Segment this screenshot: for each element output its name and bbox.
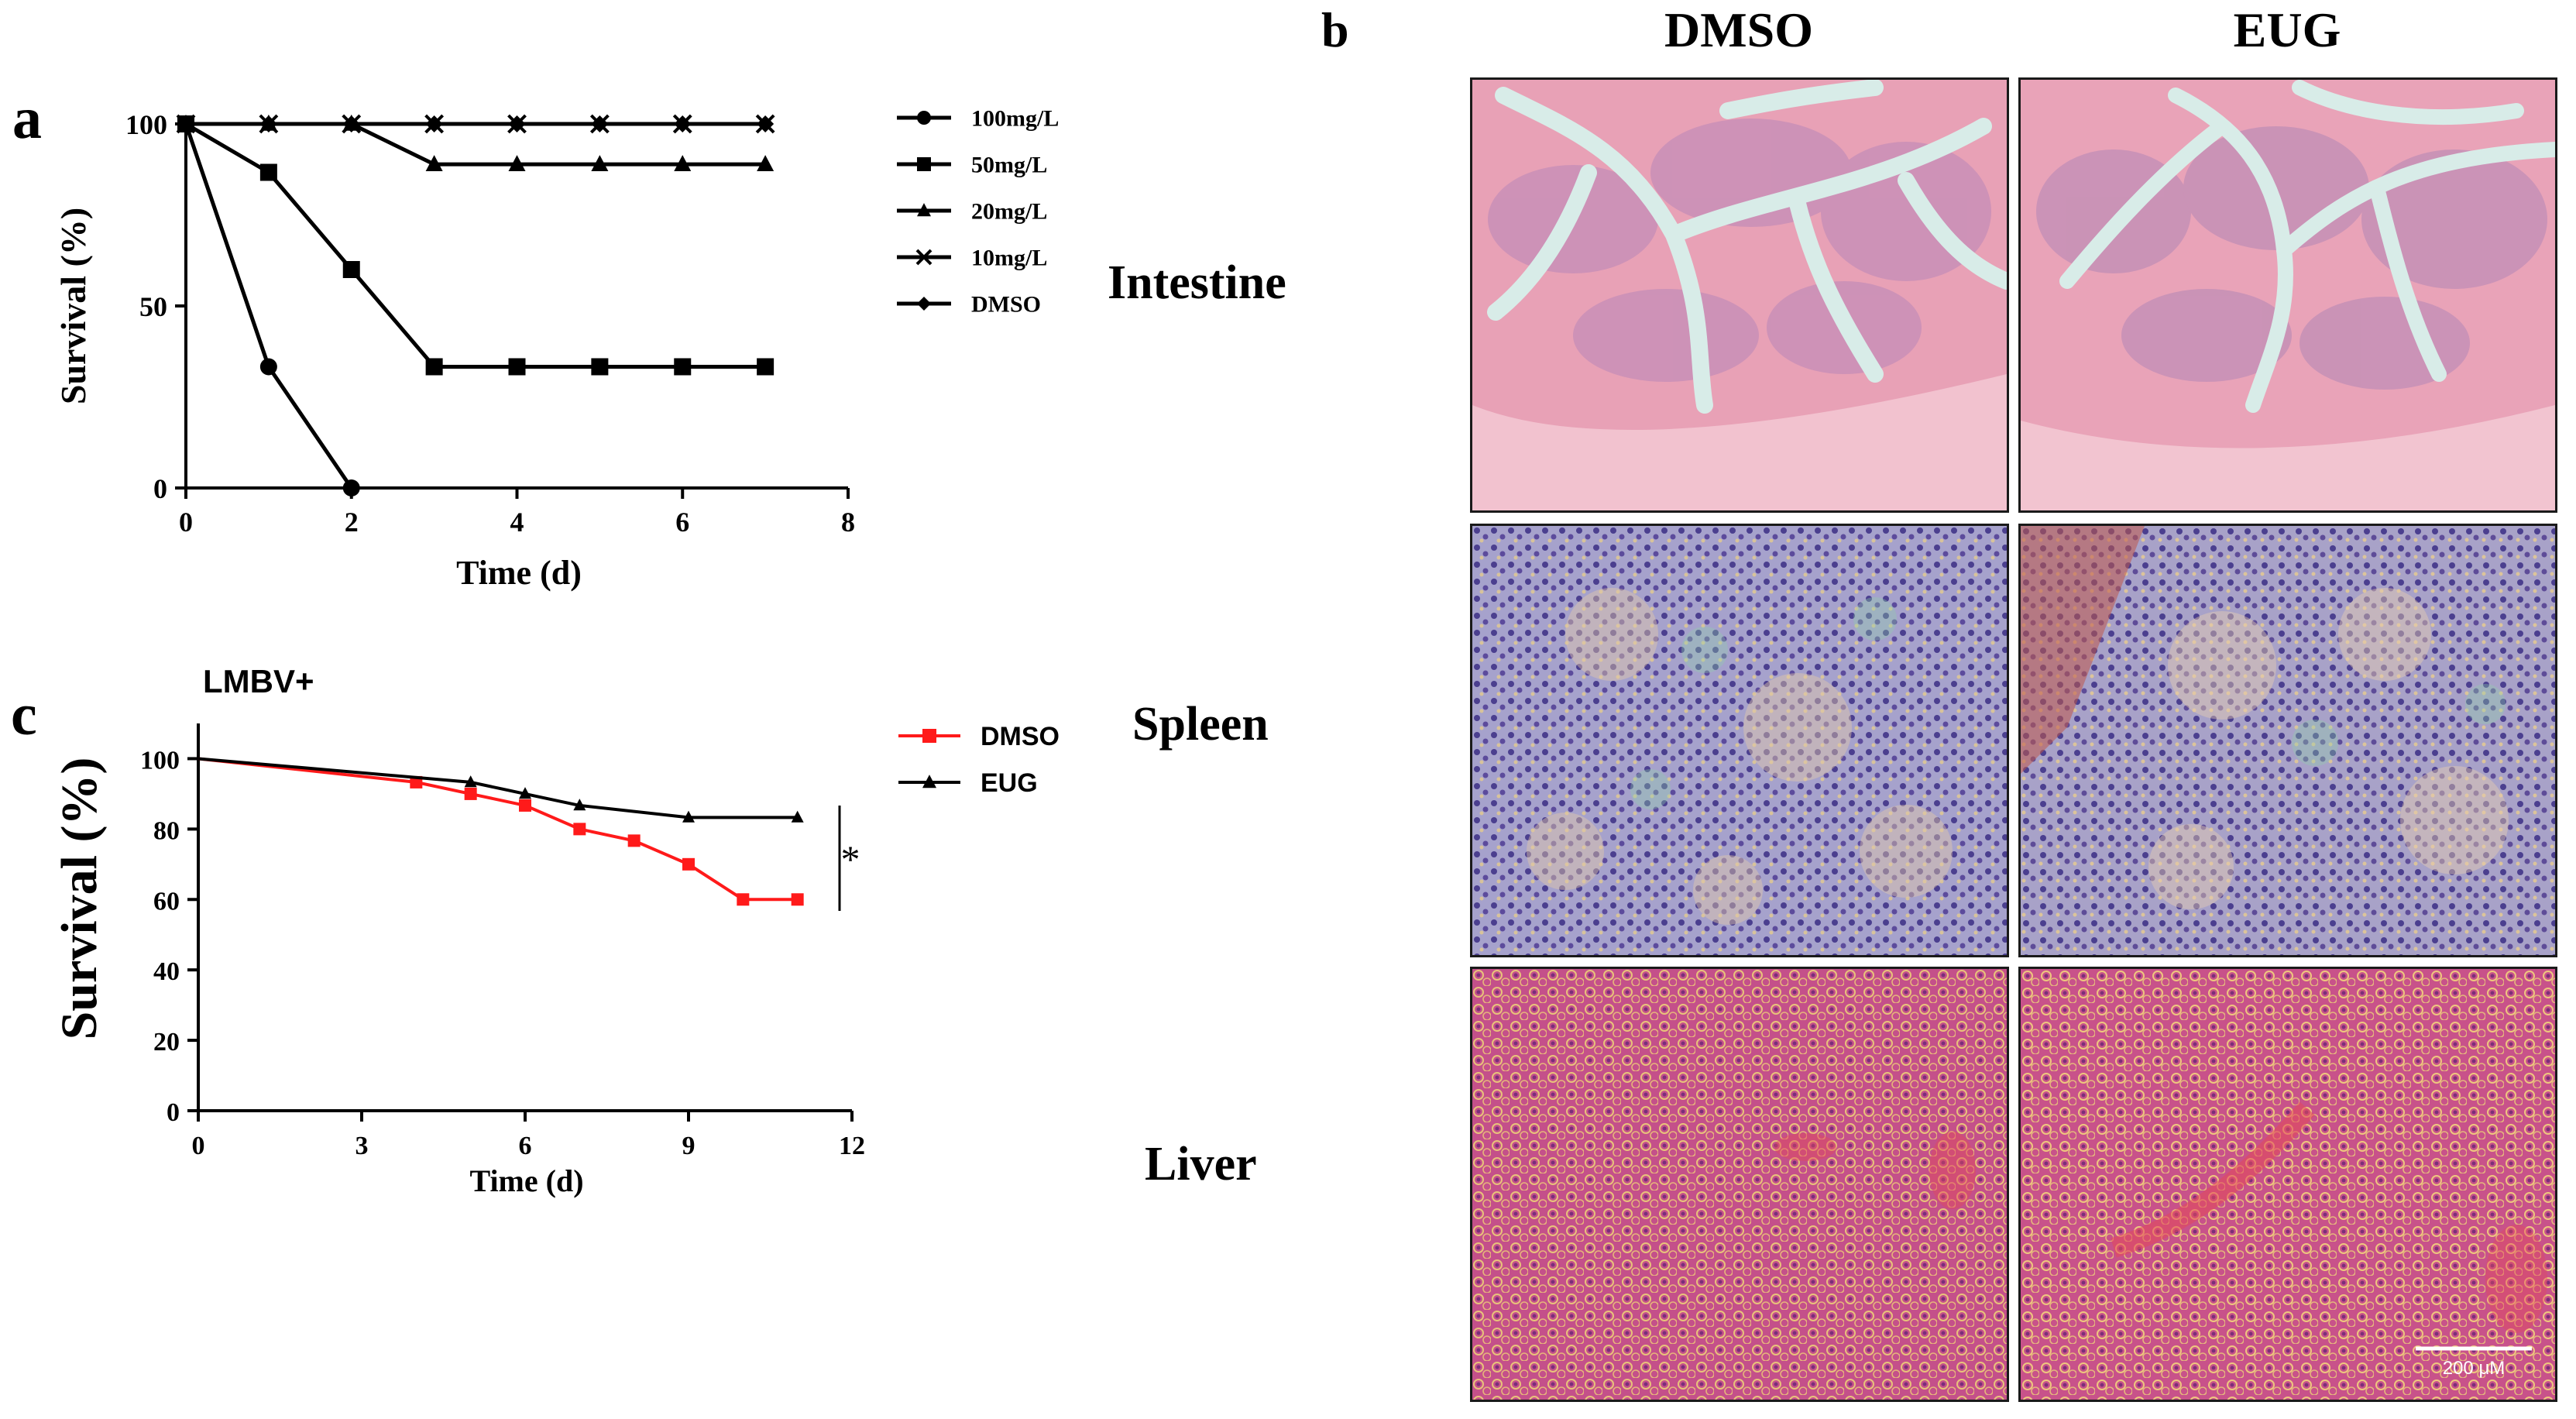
a-xtick-label: 8 — [841, 507, 855, 538]
a-point-dmso — [757, 115, 775, 132]
row-label-intestine: Intestine — [1108, 256, 1286, 309]
a-point-dmso — [342, 115, 360, 132]
c-point-eug — [464, 775, 477, 788]
c-point-dmso — [519, 799, 531, 812]
chart-c-title: LMBV+ — [203, 663, 314, 699]
a-point-dmso — [674, 115, 692, 132]
liver-dmso-micrograph — [1470, 967, 2009, 1402]
a-point-50mg-l — [591, 358, 609, 376]
c-ytick-label: 80 — [153, 816, 180, 845]
c-ytick-label: 0 — [167, 1098, 180, 1127]
c-point-dmso — [682, 857, 695, 871]
c-ytick-label: 100 — [140, 746, 180, 775]
c-series-line-dmso — [197, 757, 798, 902]
a-legend-marker-20mg-l — [917, 203, 931, 217]
a-point-dmso — [508, 115, 526, 132]
c-point-eug — [573, 799, 586, 811]
chart-c-ylabel: Survival (%) — [51, 758, 108, 1040]
c-point-dmso — [573, 823, 586, 836]
c-point-eug — [519, 787, 531, 799]
a-point-20mg-l — [757, 155, 775, 171]
a-xtick-label: 2 — [345, 507, 359, 538]
panel-letter-c: c — [11, 682, 37, 747]
chart-c-survival-lmbv: c LMBV+ Survival (%) Time (d) * 0 3 6 9 12 0 2… — [11, 663, 1060, 1198]
a-point-50mg-l — [342, 261, 360, 278]
a-legend-marker-50mg-l — [917, 157, 931, 171]
liver-eug-micrograph: 200 μM — [2018, 967, 2557, 1402]
a-point-50mg-l — [757, 358, 775, 376]
c-xtick-label: 0 — [192, 1132, 205, 1160]
a-point-dmso — [259, 115, 277, 132]
c-ytick-label: 40 — [153, 957, 180, 986]
a-point-20mg-l — [425, 155, 443, 171]
a-point-50mg-l — [259, 163, 277, 181]
panel-letter-a: a — [12, 86, 42, 151]
panel-letter-b: b — [1321, 2, 1349, 57]
intestine-eug-micrograph — [2018, 77, 2557, 513]
a-point-50mg-l — [508, 358, 526, 376]
a-point-50mg-l — [425, 358, 443, 376]
a-legend-marker-10mg-l — [915, 249, 933, 266]
c-point-dmso — [791, 893, 804, 906]
column-header-dmso: DMSO — [1664, 2, 1813, 57]
spleen-dmso-micrograph — [1470, 524, 2009, 957]
c-ytick-label: 20 — [153, 1028, 180, 1057]
a-point-100mg-l — [259, 358, 277, 376]
a-legend-marker-dmso — [917, 297, 931, 311]
c-xtick-label: 3 — [355, 1132, 369, 1160]
a-ytick-label: 0 — [153, 473, 167, 504]
a-point-100mg-l — [342, 479, 360, 496]
c-legend-marker-eug — [922, 775, 936, 789]
a-point-dmso — [177, 115, 194, 132]
a-xtick-label: 0 — [179, 507, 193, 538]
row-label-spleen: Spleen — [1132, 698, 1269, 751]
a-point-20mg-l — [508, 155, 526, 171]
c-ytick-label: 60 — [153, 887, 180, 916]
c-legend-marker-dmso — [922, 729, 936, 743]
chart-c-significance-star: * — [841, 837, 860, 881]
a-point-dmso — [591, 115, 609, 132]
a-point-dmso — [425, 115, 443, 132]
a-legend-label-10mg-l: 10mg/L — [971, 246, 1047, 271]
c-point-dmso — [627, 834, 641, 847]
a-point-20mg-l — [591, 155, 609, 171]
c-point-eug — [682, 810, 695, 823]
scale-bar-label: 200 μM — [2442, 1358, 2506, 1379]
a-series-line-50mg-l — [184, 122, 766, 369]
a-legend-label-dmso: DMSO — [971, 292, 1041, 318]
intestine-dmso-micrograph — [1470, 77, 2009, 513]
chart-a-survival-concentration: a Survival (%) Time (d) 0 2 4 6 8 0 50 100 100m… — [12, 86, 1059, 592]
spleen-eug-micrograph — [2018, 524, 2557, 957]
row-label-liver: Liver — [1145, 1138, 1257, 1191]
a-legend-label-100mg-l: 100mg/L — [971, 106, 1059, 132]
a-ytick-label: 50 — [139, 291, 167, 322]
a-legend-marker-100mg-l — [917, 111, 931, 125]
c-xtick-label: 9 — [682, 1132, 696, 1160]
chart-c-xlabel: Time (d) — [469, 1163, 583, 1198]
a-xtick-label: 6 — [675, 507, 689, 538]
a-legend-label-50mg-l: 50mg/L — [971, 153, 1047, 178]
c-point-eug — [791, 810, 804, 823]
a-ytick-label: 100 — [125, 109, 167, 140]
a-xtick-label: 4 — [510, 507, 524, 538]
a-point-50mg-l — [674, 358, 692, 376]
a-point-20mg-l — [674, 155, 692, 171]
a-legend-label-20mg-l: 20mg/L — [971, 199, 1047, 225]
c-legend-label-eug: EUG — [981, 768, 1038, 798]
c-series-line-eug — [197, 757, 798, 819]
c-xtick-label: 6 — [519, 1132, 532, 1160]
c-xtick-label: 12 — [839, 1132, 865, 1160]
column-header-eug: EUG — [2233, 2, 2341, 57]
c-point-dmso — [464, 787, 477, 800]
chart-a-xlabel: Time (d) — [456, 554, 582, 592]
c-legend-label-dmso: DMSO — [981, 722, 1060, 751]
chart-a-ylabel: Survival (%) — [53, 208, 93, 404]
c-point-dmso — [737, 893, 750, 906]
